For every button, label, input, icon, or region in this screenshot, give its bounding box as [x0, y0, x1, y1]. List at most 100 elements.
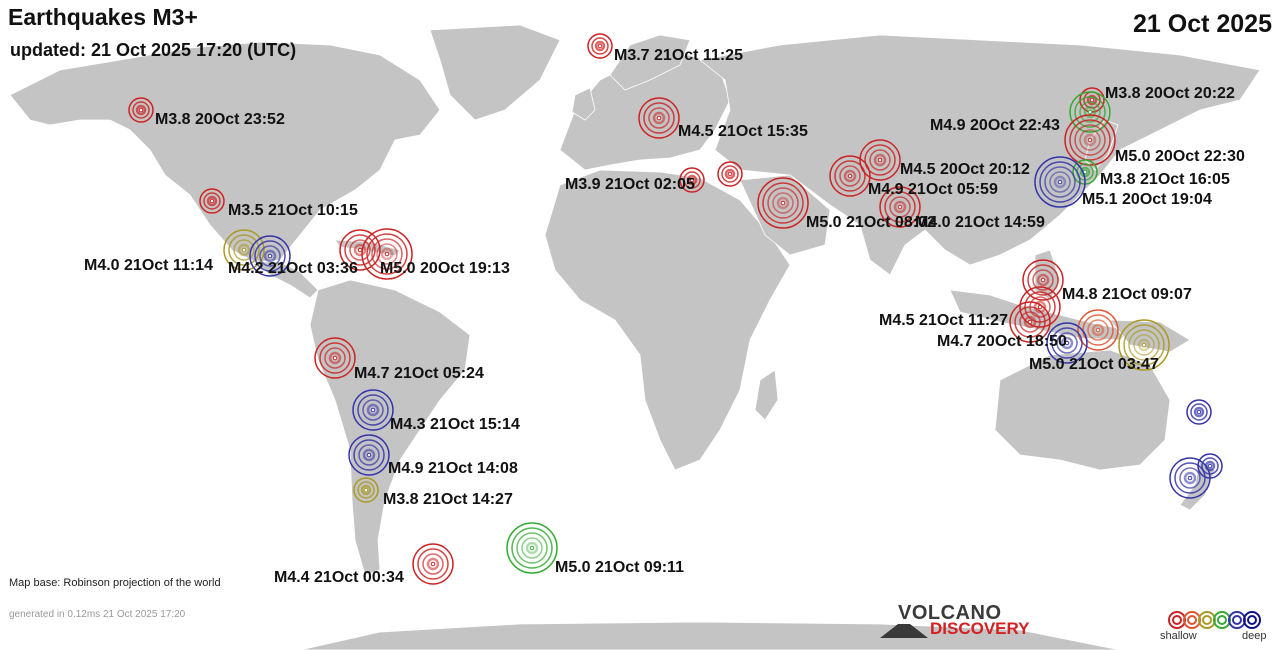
quake-label: M4.0 21Oct 11:14	[84, 257, 213, 274]
quake-ring	[717, 161, 743, 187]
quake-marker[interactable]	[1197, 453, 1223, 479]
quake-marker[interactable]	[638, 97, 680, 139]
quake-ring	[319, 342, 351, 374]
quake-epicenter	[1207, 463, 1213, 469]
quake-marker[interactable]	[1034, 156, 1086, 208]
quake-ring	[132, 101, 150, 119]
quake-ring	[380, 247, 394, 261]
volcano-icon	[880, 624, 928, 638]
quake-ring	[839, 165, 861, 187]
legend-ring	[1183, 611, 1201, 629]
quake-ring	[1086, 94, 1098, 106]
map-base-note: Map base: Robinson projection of the wor…	[9, 577, 221, 589]
quake-marker[interactable]	[1046, 322, 1088, 364]
quake-marker[interactable]	[587, 33, 613, 59]
quake-marker[interactable]	[879, 186, 921, 228]
quake-ring	[360, 484, 372, 496]
quake-ring	[203, 192, 221, 210]
quake-marker[interactable]	[1022, 259, 1064, 301]
quake-ring	[506, 522, 558, 574]
quake-marker[interactable]	[859, 139, 901, 181]
quake-marker[interactable]	[249, 235, 291, 277]
quake-ring	[1056, 332, 1078, 354]
quake-ring	[1190, 403, 1208, 421]
quake-marker[interactable]	[829, 155, 871, 197]
quake-marker[interactable]	[679, 167, 705, 193]
quake-ring	[1053, 175, 1067, 189]
quake-ring	[1049, 171, 1071, 193]
quake-ring	[376, 243, 398, 265]
quake-label: M4.4 21Oct 00:34	[274, 569, 404, 586]
quake-epicenter	[138, 107, 144, 113]
british-isles	[571, 87, 596, 121]
quake-marker[interactable]	[1019, 286, 1061, 328]
quake-ring	[1034, 156, 1086, 208]
quake-ring	[422, 553, 444, 575]
quake-ring	[721, 165, 739, 183]
quake-epicenter	[357, 247, 363, 253]
quake-epicenter	[847, 173, 853, 179]
earthquake-markers: M3.7 21Oct 11:25 M3.8 20Oct 23:52 M4.5 21O…	[84, 33, 1245, 586]
quake-epicenter	[1089, 97, 1095, 103]
quake-label: M4.8 21Oct 09:07	[1062, 286, 1192, 303]
quake-epicenter	[780, 200, 786, 206]
quake-ring	[893, 200, 907, 214]
quake-marker[interactable]	[412, 543, 454, 585]
quake-ring	[259, 245, 281, 267]
updated-timestamp: updated: 21 Oct 2025 17:20 (UTC)	[10, 40, 297, 60]
quake-ring	[757, 177, 809, 229]
quake-ring	[1137, 338, 1151, 352]
quake-ring	[1174, 462, 1206, 494]
quake-marker[interactable]	[1186, 399, 1212, 425]
volcano-discovery-logo[interactable]: VOLCANO DISCOVERY	[880, 602, 1030, 640]
quake-marker[interactable]	[352, 389, 394, 431]
legend-shallow-label: shallow	[1160, 630, 1197, 642]
depth-legend-rings	[1168, 611, 1261, 629]
quake-marker[interactable]	[1077, 309, 1119, 351]
quake-ring	[1083, 133, 1097, 147]
quake-ring	[873, 153, 887, 167]
quake-ring	[776, 196, 790, 210]
quake-marker[interactable]	[353, 477, 379, 503]
quake-epicenter	[1087, 137, 1093, 143]
quake-marker[interactable]	[348, 434, 390, 476]
quake-epicenter	[727, 171, 733, 177]
quake-ring	[1019, 286, 1061, 328]
quake-marker[interactable]	[1118, 319, 1170, 371]
quake-marker[interactable]	[1069, 91, 1111, 133]
date-heading: 21 Oct 2025	[1133, 10, 1272, 38]
quake-marker[interactable]	[128, 97, 154, 123]
quake-ring	[344, 234, 376, 266]
quake-ring	[128, 97, 154, 123]
quake-marker[interactable]	[506, 522, 558, 574]
quake-ring	[1009, 301, 1051, 343]
legend-ring	[1217, 615, 1227, 625]
quake-ring	[1033, 300, 1047, 314]
quake-marker[interactable]	[361, 228, 413, 280]
legend-ring	[1228, 611, 1246, 629]
quake-ring	[516, 532, 548, 564]
quake-ring	[1186, 399, 1212, 425]
quake-ring	[233, 239, 255, 261]
quake-marker[interactable]	[757, 177, 809, 229]
quake-marker[interactable]	[223, 229, 265, 271]
quake-ring	[254, 240, 286, 272]
quake-marker[interactable]	[717, 161, 743, 187]
quake-ring	[353, 243, 367, 257]
quake-ring	[1051, 327, 1083, 359]
quake-ring	[1083, 105, 1097, 119]
quake-marker[interactable]	[314, 337, 356, 379]
quake-ring	[353, 477, 379, 503]
quake-marker[interactable]	[1064, 114, 1116, 166]
quake-ring	[1069, 119, 1111, 161]
quake-ring	[353, 439, 385, 471]
quake-marker[interactable]	[339, 229, 381, 271]
quake-epicenter	[363, 487, 369, 493]
quake-label: M4.0 21Oct 14:59	[915, 214, 1045, 231]
quake-marker[interactable]	[199, 188, 225, 214]
quake-epicenter	[689, 177, 695, 183]
quake-ring	[762, 182, 804, 224]
quake-epicenter	[384, 251, 390, 257]
quake-ring	[1128, 329, 1160, 361]
quake-ring	[889, 196, 911, 218]
